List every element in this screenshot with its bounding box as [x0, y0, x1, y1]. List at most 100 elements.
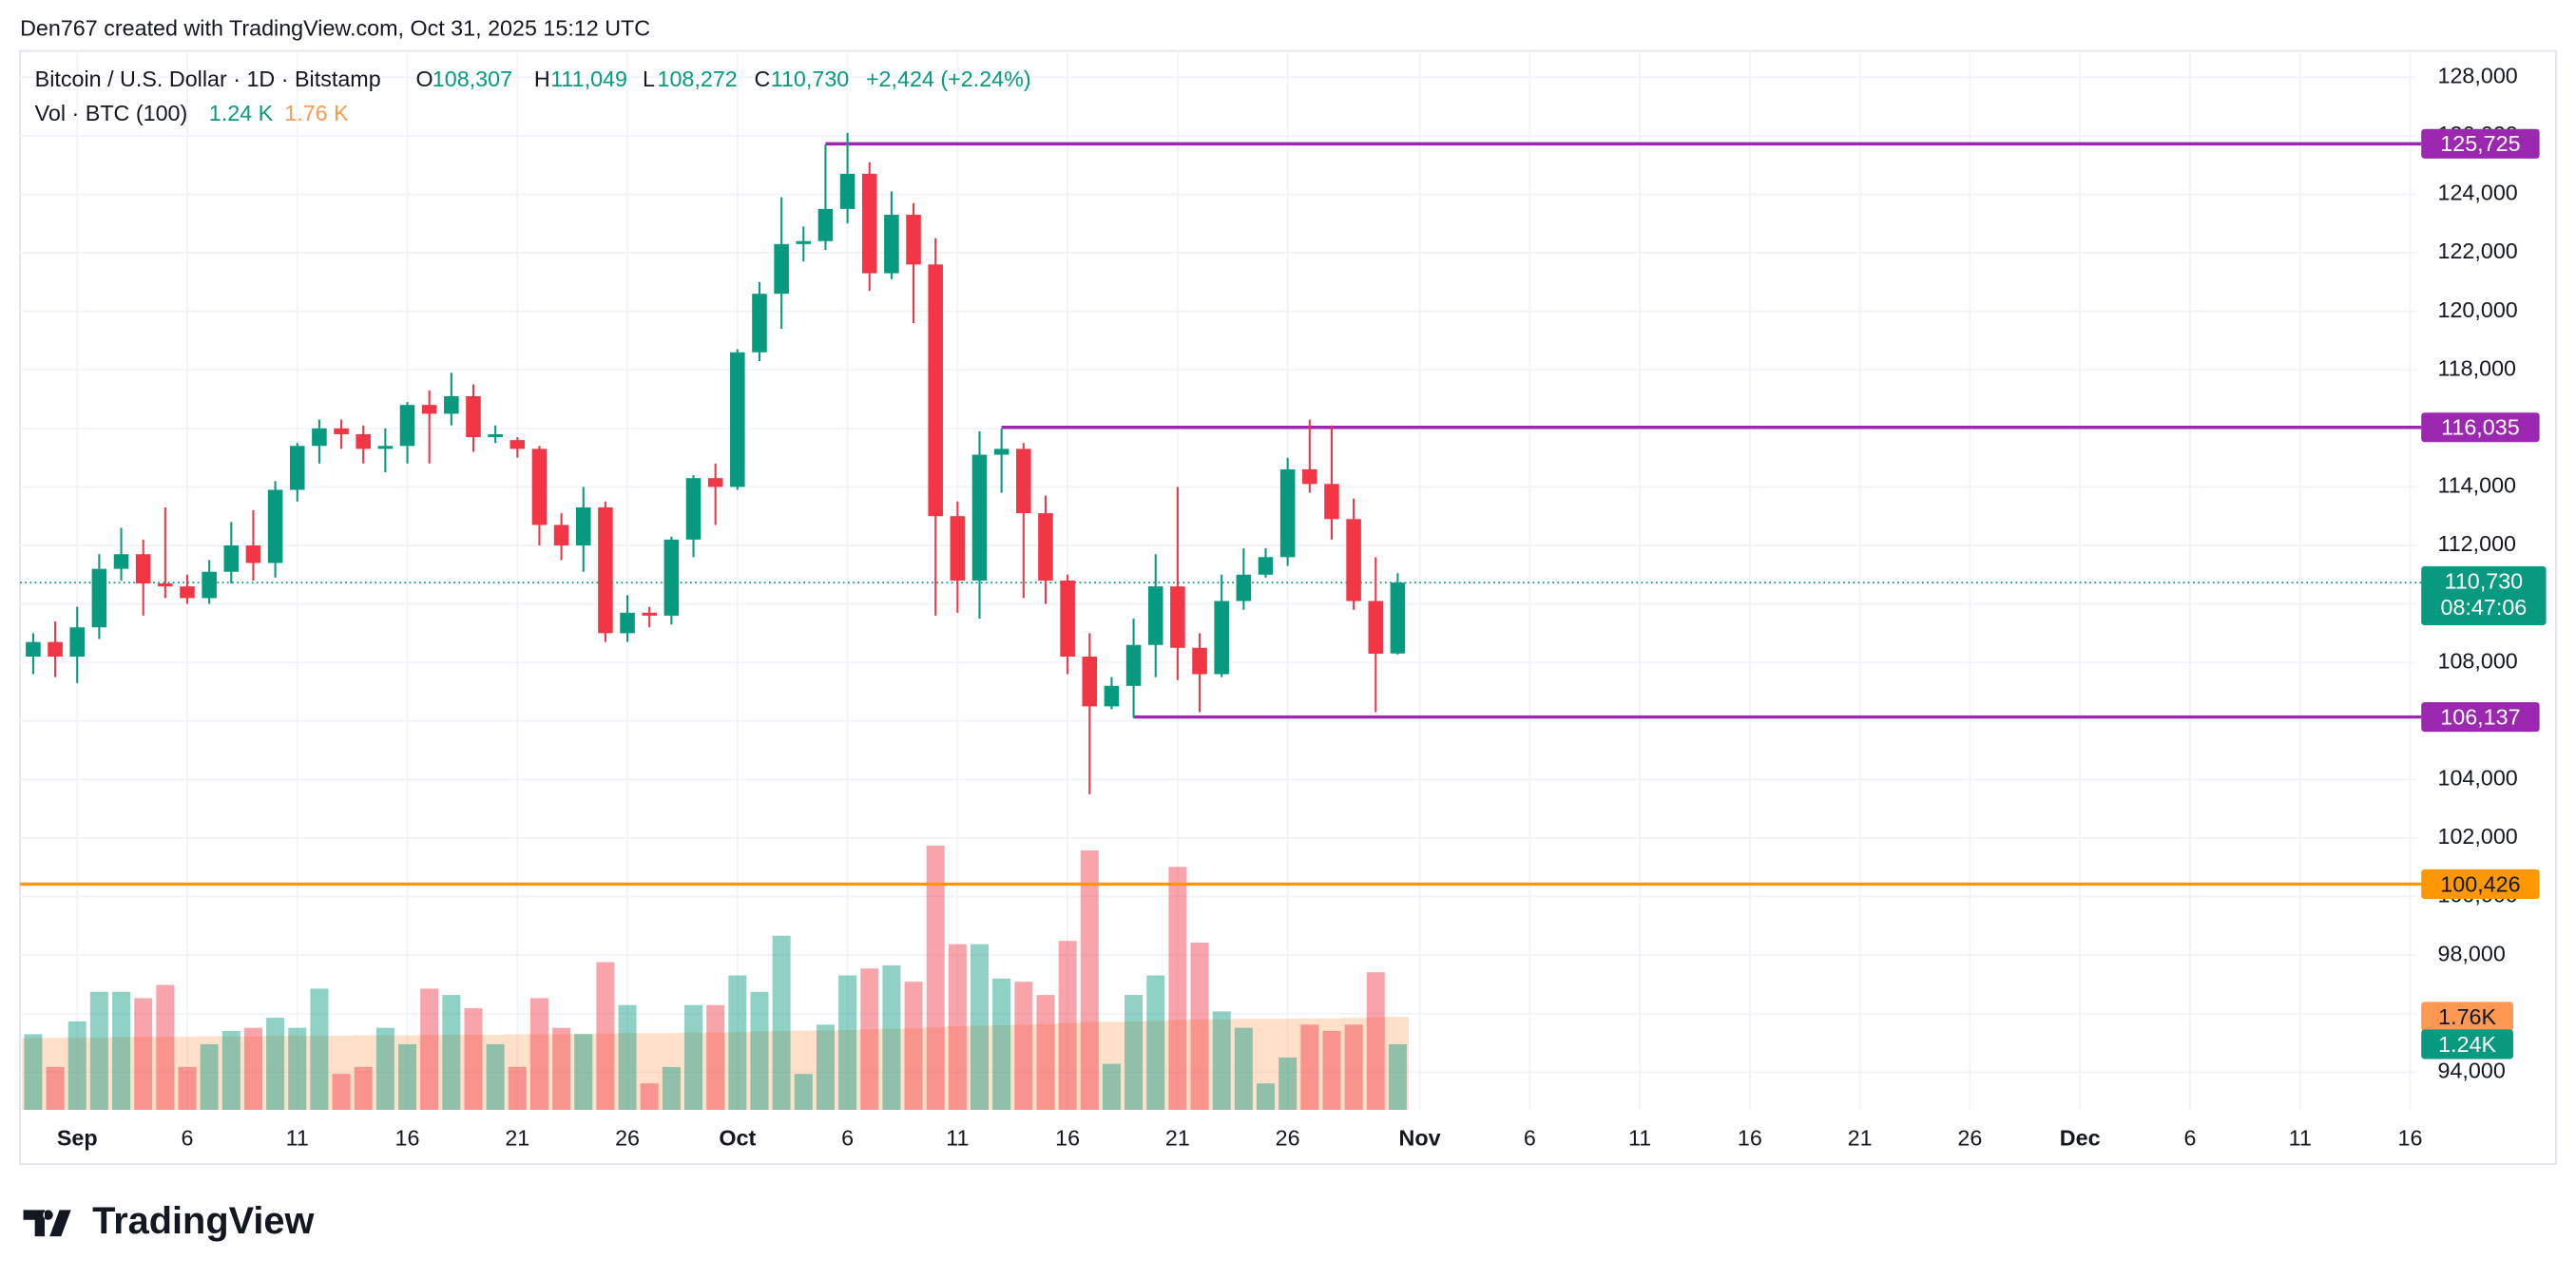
- last-price-badge: [2421, 565, 2547, 626]
- volume-bar: [46, 1066, 65, 1111]
- candle-body: [356, 433, 371, 449]
- volume-bar: [200, 1043, 219, 1111]
- candle-body: [180, 586, 195, 599]
- volume-bar: [640, 1083, 659, 1111]
- x-tick-label: Oct: [719, 1125, 756, 1150]
- candle-body: [289, 446, 305, 490]
- candle-body: [575, 506, 591, 545]
- x-tick-label: 11: [946, 1125, 969, 1150]
- volume-bar: [243, 1027, 262, 1111]
- volume-bar: [178, 1066, 197, 1111]
- candle-body: [861, 173, 877, 274]
- volume-bar: [1102, 1063, 1121, 1111]
- vol-badge: [2421, 1029, 2513, 1059]
- volume-bar: [464, 1008, 483, 1111]
- logo-icon: [23, 1210, 71, 1237]
- candle-body: [267, 489, 283, 563]
- vol-ma-label: 1.76K: [2438, 1004, 2496, 1029]
- candle-body: [69, 627, 85, 658]
- candle-body: [1125, 644, 1142, 686]
- volume-bar: [134, 998, 153, 1111]
- volume-bar: [156, 984, 175, 1111]
- volume-bar: [1234, 1027, 1253, 1111]
- c-label: C: [754, 67, 770, 91]
- candle-body: [509, 440, 526, 449]
- volume-bar: [310, 988, 329, 1111]
- candle-body: [421, 405, 437, 414]
- volume-bar: [442, 995, 461, 1111]
- x-tick-label: 26: [1957, 1125, 1982, 1150]
- candle-body: [1016, 449, 1031, 514]
- candle-body: [1147, 586, 1163, 645]
- credit: Den767 created with TradingView.com, Oct…: [20, 15, 650, 40]
- volume-bar: [728, 975, 747, 1111]
- symbol: Bitcoin / U.S. Dollar · 1D · Bitstamp: [35, 67, 381, 91]
- level-badge: [2421, 869, 2540, 899]
- volume-bar: [1388, 1043, 1407, 1111]
- x-tick-label: Sep: [57, 1125, 98, 1150]
- x-tick-label: 6: [1524, 1125, 1536, 1150]
- volume-bar: [662, 1066, 681, 1111]
- volume-ma-area: [22, 1016, 1409, 1111]
- volume-bar: [904, 982, 923, 1111]
- volume-bar: [508, 1066, 527, 1111]
- candle-body: [1104, 685, 1120, 707]
- x-tick-label: Dec: [2060, 1125, 2101, 1150]
- x-tick-label: 16: [2398, 1125, 2423, 1150]
- volume-bar: [288, 1027, 307, 1111]
- x-tick-label: 21: [1848, 1125, 1873, 1150]
- candle-body: [707, 478, 723, 487]
- candle-body: [135, 554, 151, 584]
- x-tick-label: 26: [615, 1125, 640, 1150]
- volume-bar: [1080, 849, 1099, 1111]
- candle-body: [839, 173, 855, 209]
- volume-bar: [992, 978, 1011, 1111]
- badges: 125,725 116,035 106,137 100,426 110,73008:47…: [2421, 128, 2547, 1059]
- candle-body: [774, 243, 789, 295]
- volume-bar: [816, 1024, 835, 1111]
- volume-bar: [1300, 1024, 1319, 1111]
- volume-bar: [684, 1004, 703, 1111]
- volume-bar: [1058, 941, 1077, 1111]
- candle-body: [1390, 582, 1406, 654]
- candle-body: [1324, 484, 1339, 520]
- grid: [20, 50, 2417, 1111]
- candle-body: [1082, 657, 1098, 707]
- vol-ma: 1.76 K: [284, 101, 349, 125]
- volume-bar: [706, 1004, 725, 1111]
- candle-body: [884, 215, 899, 274]
- y-tick-label: 104,000: [2437, 766, 2517, 791]
- candle-body: [663, 539, 680, 616]
- volume-bar: [794, 1074, 813, 1111]
- candle-body: [202, 571, 217, 599]
- change: +2,424 (+2.24%): [866, 67, 1031, 91]
- volume-bar: [420, 988, 439, 1111]
- candle-body: [1302, 468, 1317, 485]
- level-badge: [2421, 128, 2540, 159]
- x-tick-label: 16: [1055, 1125, 1080, 1150]
- volume-bar: [221, 1031, 240, 1111]
- candle-body: [620, 612, 635, 634]
- candle-body: [553, 525, 569, 545]
- candle-body: [113, 554, 129, 569]
- y-tick-label: 98,000: [2437, 941, 2505, 965]
- volume-bar: [948, 944, 967, 1111]
- level-label: 100,426: [2440, 871, 2520, 896]
- candle-body: [685, 478, 702, 540]
- x-tick-label: 16: [1738, 1125, 1762, 1150]
- x-tick-label: 6: [841, 1125, 854, 1150]
- volume-bar: [552, 1027, 571, 1111]
- candle-body: [928, 264, 943, 517]
- candle-body: [817, 208, 834, 241]
- volume-bar: [1344, 1024, 1363, 1111]
- candle-body: [245, 544, 261, 563]
- candle-body: [223, 544, 240, 572]
- candle-body: [752, 294, 767, 353]
- volume-bar: [1366, 972, 1385, 1111]
- h-label: H: [534, 67, 550, 91]
- volume-bar: [529, 998, 548, 1111]
- volume-bar: [486, 1043, 505, 1111]
- volume-bar: [354, 1066, 373, 1111]
